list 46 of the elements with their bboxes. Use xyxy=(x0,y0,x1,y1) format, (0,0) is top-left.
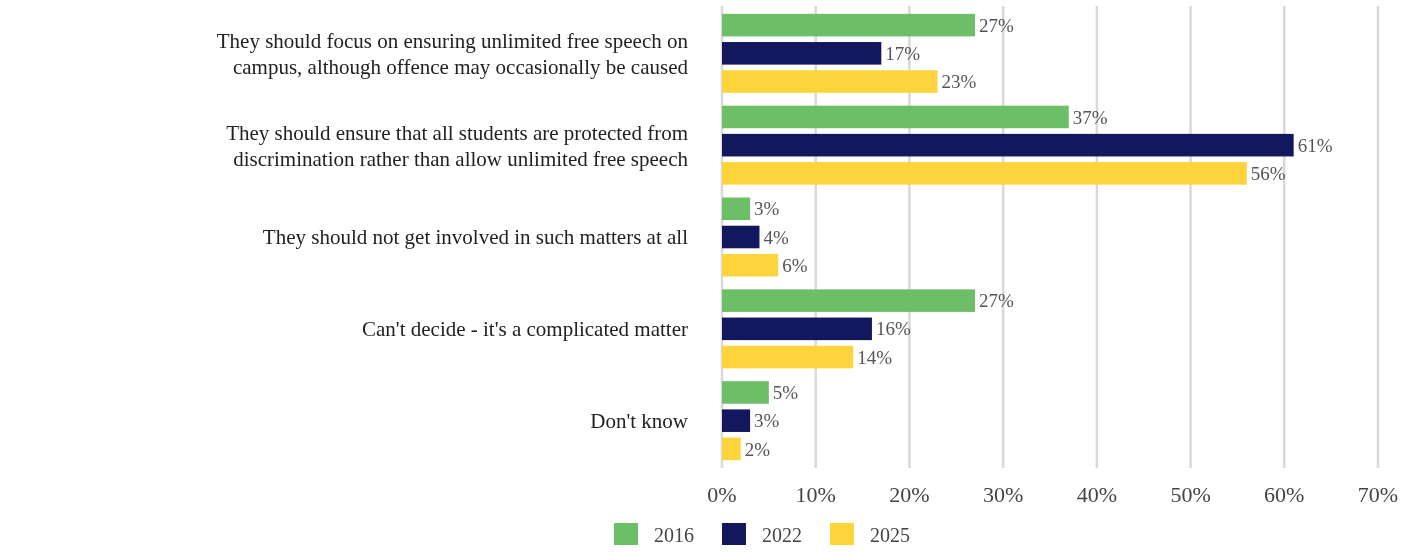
data-label: 56% xyxy=(1250,163,1286,185)
x-tick-label: 60% xyxy=(1264,482,1305,507)
bar xyxy=(722,437,741,461)
data-label: 2% xyxy=(744,438,771,460)
data-label: 61% xyxy=(1297,134,1333,156)
y-tick-label: They should focus on ensuring unlimited free speech on campus, although offence may occasionally be caused xyxy=(216,28,689,79)
bar xyxy=(722,345,854,369)
data-label: 6% xyxy=(782,254,808,276)
legend-label: 2022 xyxy=(762,523,802,546)
legend-label: 2025 xyxy=(870,523,910,546)
bar xyxy=(722,162,1247,185)
data-label: 27% xyxy=(979,290,1015,312)
data-label: 23% xyxy=(941,71,977,93)
bar xyxy=(722,409,751,432)
data-label: 17% xyxy=(885,42,921,64)
x-tick-label: 0% xyxy=(707,482,737,507)
bar xyxy=(722,197,751,221)
data-label: 37% xyxy=(1072,106,1108,128)
x-tick-label: 20% xyxy=(889,482,930,507)
bar xyxy=(722,381,769,404)
bar xyxy=(722,317,872,341)
x-tick-label: 50% xyxy=(1170,482,1211,507)
bar xyxy=(722,289,976,312)
x-tick-label: 40% xyxy=(1076,482,1118,507)
bar xyxy=(722,70,938,93)
x-tick-label: 10% xyxy=(795,482,836,507)
data-label: 27% xyxy=(979,14,1015,36)
bar xyxy=(722,133,1294,157)
x-tick-label: 70% xyxy=(1357,482,1399,507)
data-label: 5% xyxy=(772,382,799,404)
legend-label: 2016 xyxy=(654,523,694,546)
data-label: 4% xyxy=(763,226,789,248)
data-label: 14% xyxy=(857,346,893,368)
bar xyxy=(722,105,1069,129)
y-tick-label: Don't know xyxy=(590,409,689,434)
x-tick-label: 30% xyxy=(982,482,1024,507)
y-tick-label: They should not get involved in such matters at all xyxy=(262,225,689,250)
y-tick-label: Can't decide - it's a complicated matter xyxy=(362,317,688,342)
data-label: 3% xyxy=(754,410,780,432)
data-label: 3% xyxy=(754,198,780,220)
bar xyxy=(722,225,760,249)
bar xyxy=(722,13,976,37)
bar xyxy=(722,253,779,277)
data-label: 16% xyxy=(875,318,911,340)
y-tick-label: They should ensure that all students are protected from discrimination rather than allow unlimited free speech xyxy=(226,120,689,171)
bar xyxy=(722,42,882,65)
